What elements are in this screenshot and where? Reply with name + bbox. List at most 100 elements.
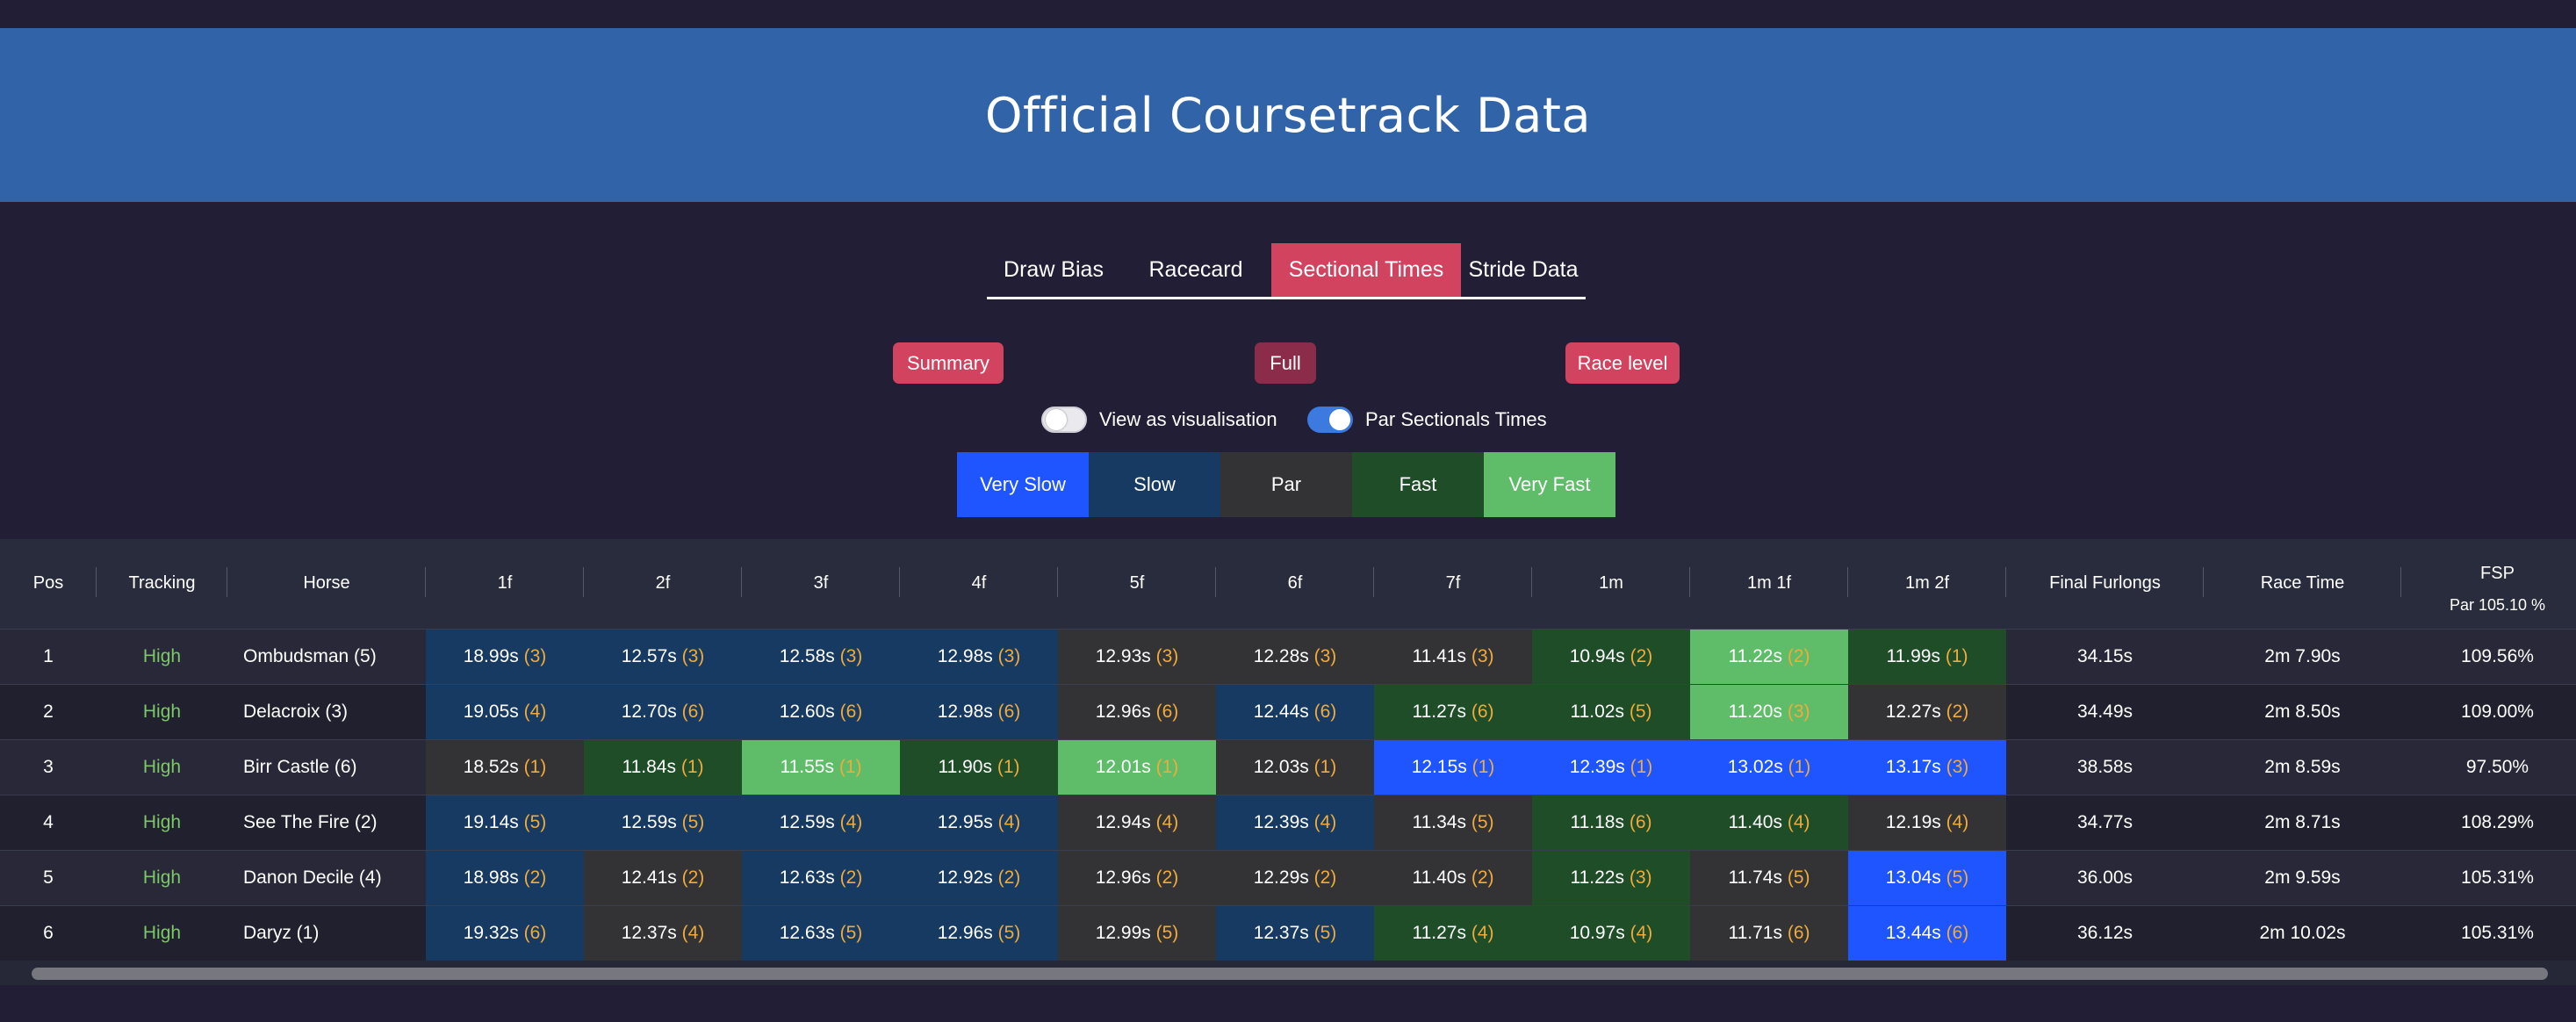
pos-cell: 4 — [0, 794, 97, 850]
split-time: 12.58s — [779, 645, 835, 666]
tracking-cell: High — [97, 738, 227, 795]
table-row: 6 High Daryz (1) 19.32s (6) 12.37s (4) 12.63s… — [0, 904, 2576, 961]
split-time: 12.96s — [1095, 867, 1151, 888]
col-header-final-furlongs[interactable]: Final Furlongs — [2006, 539, 2204, 629]
col-header-1m[interactable]: 1m — [1532, 539, 1690, 629]
split-cell: 11.27s (4) — [1374, 904, 1532, 961]
split-rank: (5) — [1313, 922, 1337, 943]
split-time: 12.96s — [1095, 701, 1151, 722]
split-time: 11.99s — [1886, 645, 1940, 666]
split-rank: (5) — [523, 811, 547, 832]
split-time: 10.97s — [1569, 922, 1625, 943]
tab-stride-data[interactable]: Stride Data — [1468, 257, 1579, 282]
split-time: 11.41s — [1412, 645, 1466, 666]
col-header-3f[interactable]: 3f — [742, 539, 900, 629]
summary-button[interactable]: Summary — [893, 342, 1004, 384]
split-time: 12.27s — [1885, 701, 1941, 722]
col-header-1f[interactable]: 1f — [426, 539, 584, 629]
split-rank: (5) — [681, 811, 705, 832]
split-cell: 12.59s (4) — [742, 794, 900, 850]
split-rank: (1) — [1313, 756, 1337, 777]
split-rank: (4) — [997, 811, 1021, 832]
col-header-2f[interactable]: 2f — [584, 539, 742, 629]
legend-very-fast: Very Fast — [1484, 452, 1615, 517]
par-sectionals-toggle-label: Par Sectionals Times — [1365, 408, 1547, 430]
split-rank: (4) — [1946, 811, 1969, 832]
split-rank: (1) — [997, 756, 1020, 777]
split-time: 11.22s — [1728, 645, 1782, 666]
fsp-cell: 108.29% — [2401, 794, 2576, 850]
split-rank: (6) — [1155, 701, 1179, 722]
split-time: 12.57s — [621, 645, 677, 666]
split-time: 12.37s — [1253, 922, 1309, 943]
split-time: 11.71s — [1728, 922, 1782, 943]
split-rank: (4) — [1155, 811, 1179, 832]
split-rank: (5) — [1471, 811, 1494, 832]
col-header-4f[interactable]: 4f — [900, 539, 1058, 629]
tab-sectional-times[interactable]: Sectional Times — [1271, 243, 1461, 297]
col-header-horse[interactable]: Horse — [227, 539, 426, 629]
split-cell: 18.98s (2) — [426, 849, 584, 905]
split-cell: 11.99s (1) — [1848, 628, 2006, 684]
full-button[interactable]: Full — [1255, 342, 1316, 384]
scrollbar-thumb[interactable] — [32, 968, 2548, 980]
col-header-tracking[interactable]: Tracking — [97, 539, 227, 629]
table-header-row: Pos Tracking Horse 1f 2f 3f 4f 5f 6f 7f … — [0, 539, 2576, 629]
split-rank: (3) — [1313, 645, 1337, 666]
split-rank: (2) — [1313, 867, 1337, 888]
visualisation-toggle[interactable] — [1041, 407, 1087, 433]
col-header-pos[interactable]: Pos — [0, 539, 97, 629]
race-level-button[interactable]: Race level — [1565, 342, 1680, 384]
table-row: 1 High Ombudsman (5) 18.99s (3) 12.57s (3) 12… — [0, 628, 2576, 684]
split-cell: 12.41s (2) — [584, 849, 742, 905]
col-header-7f[interactable]: 7f — [1374, 539, 1532, 629]
tab-bar: Draw Bias Racecard Sectional Times Strid… — [987, 243, 1586, 299]
split-rank: (4) — [1471, 922, 1494, 943]
par-sectionals-toggle[interactable] — [1307, 407, 1353, 433]
split-cell: 18.99s (3) — [426, 628, 584, 684]
split-time: 12.93s — [1095, 645, 1151, 666]
split-rank: (3) — [1946, 756, 1969, 777]
tracking-cell: High — [97, 628, 227, 684]
split-rank: (6) — [1471, 701, 1494, 722]
horizontal-scrollbar[interactable] — [0, 961, 2576, 985]
fsp-cell: 109.56% — [2401, 628, 2576, 684]
split-time: 19.32s — [463, 922, 519, 943]
split-cell: 13.44s (6) — [1848, 904, 2006, 961]
tab-draw-bias[interactable]: Draw Bias — [1004, 257, 1104, 282]
split-cell: 11.02s (5) — [1532, 683, 1690, 739]
split-rank: (2) — [523, 867, 547, 888]
split-time: 18.98s — [463, 867, 519, 888]
split-cell: 12.99s (5) — [1058, 904, 1216, 961]
split-rank: (3) — [1471, 645, 1494, 666]
col-header-1m-2f[interactable]: 1m 2f — [1848, 539, 2006, 629]
table-row: 4 High See The Fire (2) 19.14s (5) 12.59s (5… — [0, 794, 2576, 850]
split-cell: 12.39s (4) — [1216, 794, 1374, 850]
col-header-5f[interactable]: 5f — [1058, 539, 1216, 629]
split-time: 11.40s — [1412, 867, 1466, 888]
split-cell: 12.28s (3) — [1216, 628, 1374, 684]
page-title: Official Coursetrack Data — [984, 87, 1592, 143]
split-rank: (5) — [997, 922, 1021, 943]
split-rank: (4) — [523, 701, 547, 722]
split-rank: (3) — [1155, 645, 1179, 666]
split-time: 12.63s — [779, 922, 835, 943]
table-body: 1 High Ombudsman (5) 18.99s (3) 12.57s (3) 12… — [0, 628, 2576, 961]
split-time: 12.95s — [937, 811, 993, 832]
tab-racecard[interactable]: Racecard — [1148, 257, 1243, 282]
split-time: 12.63s — [779, 867, 835, 888]
col-header-6f[interactable]: 6f — [1216, 539, 1374, 629]
par-sectionals-toggle-row: Par Sectionals Times — [1307, 404, 1547, 435]
split-time: 18.99s — [463, 645, 519, 666]
col-header-1m-1f[interactable]: 1m 1f — [1690, 539, 1848, 629]
split-time: 11.02s — [1570, 701, 1624, 722]
horse-cell: Danon Decile (4) — [227, 849, 426, 905]
split-time: 12.59s — [779, 811, 835, 832]
split-rank: (2) — [1946, 701, 1969, 722]
split-cell: 11.27s (6) — [1374, 683, 1532, 739]
col-header-race-time[interactable]: Race Time — [2204, 539, 2401, 629]
fsp-cell: 105.31% — [2401, 904, 2576, 961]
split-cell: 12.37s (5) — [1216, 904, 1374, 961]
col-header-fsp[interactable]: FSP Par 105.10 % — [2401, 539, 2576, 629]
race-time-cell: 2m 8.71s — [2204, 794, 2401, 850]
